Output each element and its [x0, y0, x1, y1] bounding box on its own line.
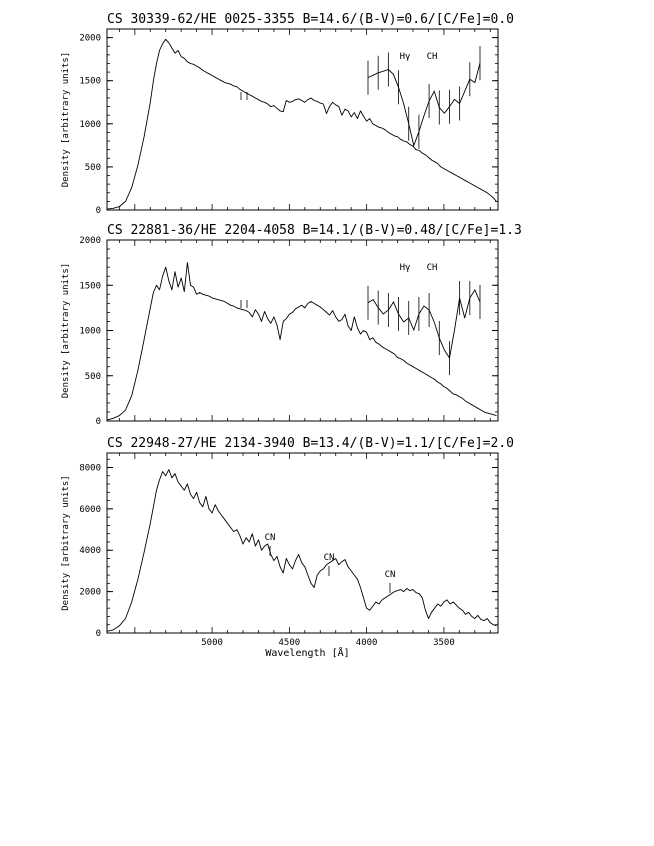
y-tick-label: 500: [85, 372, 101, 382]
feature-label: CN: [265, 533, 276, 543]
spectrum-panel-3: CS 22948-27/HE 2134-3940 B=13.4/(B-V)=1.…: [61, 436, 514, 659]
feature-label: CH: [427, 52, 438, 62]
feature-label: CH: [427, 263, 438, 273]
y-tick-label: 1000: [79, 120, 101, 130]
y-tick-label: 4000: [79, 546, 101, 556]
x-tick-label: 4000: [356, 638, 378, 648]
inset-line: [367, 62, 481, 148]
y-tick-label: 1500: [79, 77, 101, 87]
y-tick-label: 0: [96, 206, 101, 216]
x-tick-label: 4500: [279, 638, 301, 648]
spectrum-line: [106, 262, 497, 421]
feature-label: Hγ: [400, 52, 411, 62]
x-tick-label: 3500: [433, 638, 455, 648]
plot-frame: [106, 28, 499, 211]
x-tick-label: 5000: [201, 638, 223, 648]
y-tick-label: 500: [85, 163, 101, 173]
y-tick-label: 1000: [79, 327, 101, 337]
panel-title: CS 22881-36/HE 2204-4058 B=14.1/(B-V)=0.…: [107, 223, 522, 238]
spectrum-line: [106, 469, 497, 632]
feature-label: CN: [324, 553, 335, 563]
y-tick-label: 2000: [79, 588, 101, 598]
feature-label: CN: [385, 570, 396, 580]
y-tick-label: 2000: [79, 34, 101, 44]
spectrum-panel-1: CS 30339-62/HE 0025-3355 B=14.6/(B-V)=0.…: [61, 12, 514, 216]
y-tick-label: 0: [96, 417, 101, 427]
panel-title: CS 22948-27/HE 2134-3940 B=13.4/(B-V)=1.…: [107, 436, 514, 451]
y-tick-label: 8000: [79, 463, 101, 473]
y-tick-label: 0: [96, 629, 101, 639]
plot-frame: [106, 452, 499, 634]
feature-label: Hγ: [400, 263, 411, 273]
x-axis-label: Wavelength [Å]: [265, 646, 349, 659]
y-tick-label: 1500: [79, 281, 101, 291]
inset-line: [367, 289, 481, 360]
y-axis-label: Density [arbitrary units]: [61, 263, 71, 398]
y-axis-label: Density [arbitrary units]: [61, 52, 71, 187]
y-tick-label: 2000: [79, 236, 101, 246]
y-axis-label: Density [arbitrary units]: [61, 475, 71, 610]
panel-title: CS 30339-62/HE 0025-3355 B=14.6/(B-V)=0.…: [107, 12, 514, 27]
spectrum-panel-2: CS 22881-36/HE 2204-4058 B=14.1/(B-V)=0.…: [61, 223, 522, 427]
y-tick-label: 6000: [79, 505, 101, 515]
spectrum-line: [106, 38, 497, 210]
